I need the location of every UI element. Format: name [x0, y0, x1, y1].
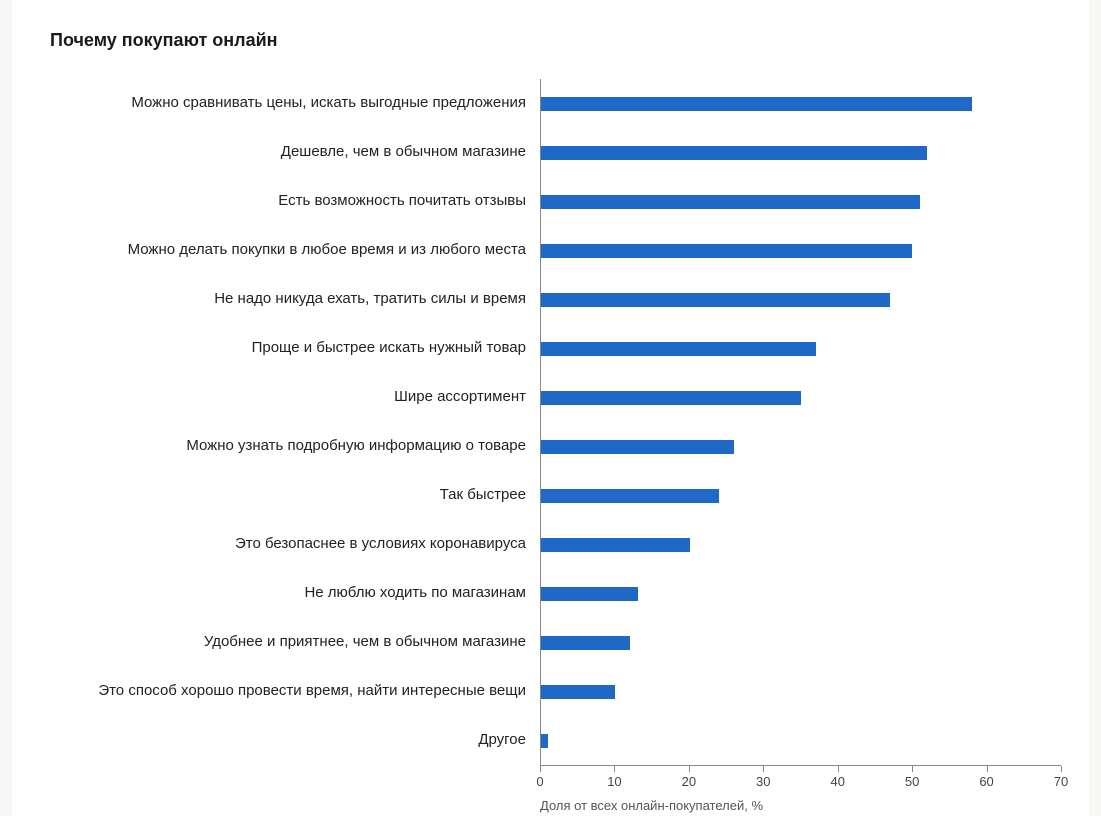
x-tick [838, 766, 839, 772]
bar-row: Можно делать покупки в любое время и из … [50, 226, 1061, 275]
bar-row: Дешевле, чем в обычном магазине [50, 128, 1061, 177]
x-tick [1061, 766, 1062, 772]
plot-cell [540, 716, 1061, 765]
bar [541, 391, 801, 405]
bar [541, 440, 734, 454]
bar-label: Так быстрее [50, 486, 540, 505]
plot-cell [540, 422, 1061, 471]
bar-label: Не люблю ходить по магазинам [50, 584, 540, 603]
plot-cell [540, 471, 1061, 520]
bar-row: Можно сравнивать цены, искать выгодные п… [50, 79, 1061, 128]
x-label-row: Доля от всех онлайн-покупателей, % [50, 796, 1061, 813]
plot-cell [540, 79, 1061, 128]
chart-card: Почему покупают онлайн Можно сравнивать … [12, 0, 1089, 816]
x-tick-label: 0 [536, 774, 543, 789]
x-tick [987, 766, 988, 772]
axis-spacer [50, 765, 540, 796]
bar-label: Дешевле, чем в обычном магазине [50, 143, 540, 162]
x-tick-label: 40 [830, 774, 844, 789]
bar-row: Это безопаснее в условиях коронавируса [50, 520, 1061, 569]
bar-row: Удобнее и приятнее, чем в обычном магази… [50, 618, 1061, 667]
x-tick-label: 60 [979, 774, 993, 789]
plot-cell [540, 324, 1061, 373]
x-tick [763, 766, 764, 772]
x-tick-label: 10 [607, 774, 621, 789]
bar-row: Проще и быстрее искать нужный товар [50, 324, 1061, 373]
bar [541, 734, 548, 748]
bar-label: Можно сравнивать цены, искать выгодные п… [50, 94, 540, 113]
bar [541, 685, 615, 699]
bar [541, 587, 638, 601]
bar-label: Шире ассортимент [50, 388, 540, 407]
bar-row: Не люблю ходить по магазинам [50, 569, 1061, 618]
plot-cell [540, 520, 1061, 569]
bar [541, 195, 920, 209]
x-axis-label: Доля от всех онлайн-покупателей, % [540, 796, 1061, 813]
bar-label: Это безопаснее в условиях коронавируса [50, 535, 540, 554]
plot-cell [540, 618, 1061, 667]
x-tick-label: 30 [756, 774, 770, 789]
x-tick [689, 766, 690, 772]
x-tick-label: 20 [682, 774, 696, 789]
bar-row: Это способ хорошо провести время, найти … [50, 667, 1061, 716]
x-tick-label: 70 [1054, 774, 1068, 789]
x-axis: 010203040506070 [540, 765, 1061, 796]
plot-cell [540, 569, 1061, 618]
bar-label: Проще и быстрее искать нужный товар [50, 339, 540, 358]
axis-spacer [50, 796, 540, 813]
plot-cell [540, 667, 1061, 716]
bar [541, 97, 972, 111]
x-tick [614, 766, 615, 772]
x-tick [912, 766, 913, 772]
chart-title: Почему покупают онлайн [50, 30, 1061, 51]
bar-label: Можно узнать подробную информацию о това… [50, 437, 540, 456]
x-tick-label: 50 [905, 774, 919, 789]
x-axis-row: 010203040506070 [50, 765, 1061, 796]
bar [541, 636, 630, 650]
bar-row: Не надо никуда ехать, тратить силы и вре… [50, 275, 1061, 324]
bar-label: Есть возможность почитать отзывы [50, 192, 540, 211]
bar-label: Не надо никуда ехать, тратить силы и вре… [50, 290, 540, 309]
bar-row: Так быстрее [50, 471, 1061, 520]
plot-cell [540, 128, 1061, 177]
bar [541, 342, 816, 356]
bar-label: Это способ хорошо провести время, найти … [50, 682, 540, 701]
bar [541, 146, 927, 160]
bar [541, 538, 690, 552]
plot-cell [540, 373, 1061, 422]
plot-cell [540, 177, 1061, 226]
plot-cell [540, 275, 1061, 324]
hbar-chart: Можно сравнивать цены, искать выгодные п… [50, 79, 1061, 765]
bar-label: Удобнее и приятнее, чем в обычном магази… [50, 633, 540, 652]
bar [541, 293, 890, 307]
bar-row: Шире ассортимент [50, 373, 1061, 422]
bar-label: Можно делать покупки в любое время и из … [50, 241, 540, 260]
bar [541, 489, 719, 503]
bar-row: Есть возможность почитать отзывы [50, 177, 1061, 226]
plot-cell [540, 226, 1061, 275]
bar-row: Другое [50, 716, 1061, 765]
x-tick [540, 766, 541, 772]
bar-row: Можно узнать подробную информацию о това… [50, 422, 1061, 471]
bar-label: Другое [50, 731, 540, 750]
bar [541, 244, 912, 258]
